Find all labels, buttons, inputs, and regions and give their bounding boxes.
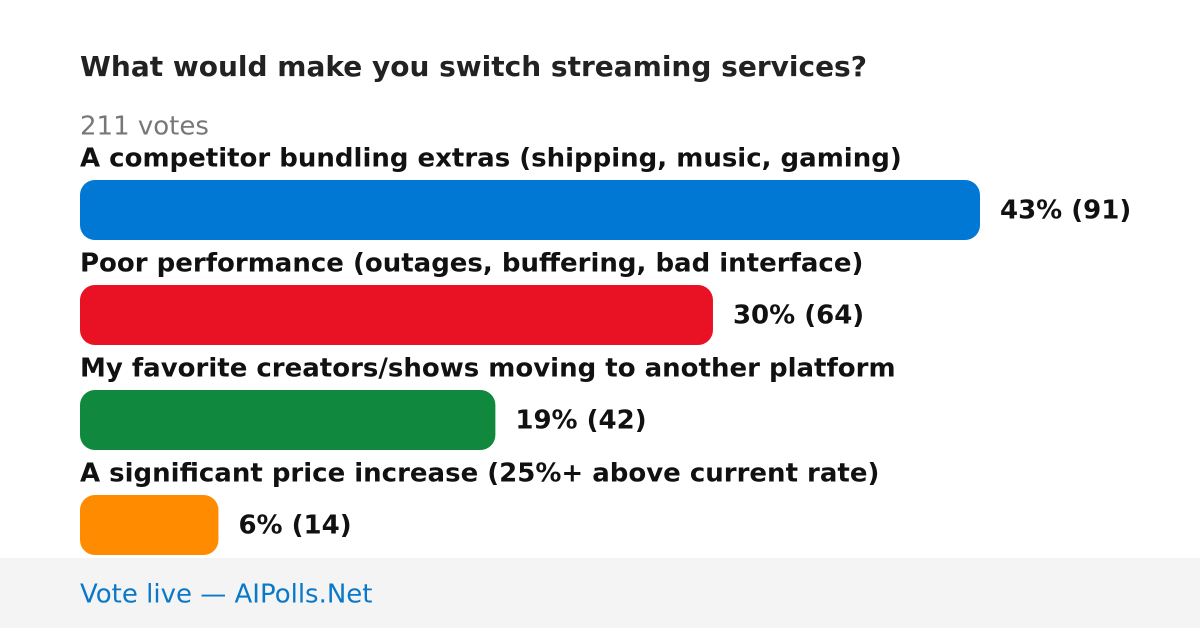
bar xyxy=(80,285,713,345)
vote-count: 211 votes xyxy=(80,112,209,142)
chart-title: What would make you switch streaming ser… xyxy=(80,50,867,83)
bar xyxy=(80,495,219,555)
option-label: A competitor bundling extras (shipping, … xyxy=(80,144,902,174)
value-label: 6% (14) xyxy=(238,511,351,541)
option-label: Poor performance (outages, buffering, ba… xyxy=(80,249,863,279)
bar xyxy=(80,390,496,450)
option-label: A significant price increase (25%+ above… xyxy=(80,459,879,489)
value-label: 43% (91) xyxy=(1000,196,1131,226)
footer-link[interactable]: Vote live — AIPolls.Net xyxy=(80,580,373,610)
option-label: My favorite creators/shows moving to ano… xyxy=(80,354,896,384)
value-label: 30% (64) xyxy=(733,301,864,331)
footer-band xyxy=(0,558,1200,628)
bar xyxy=(80,180,980,240)
value-label: 19% (42) xyxy=(515,406,646,436)
